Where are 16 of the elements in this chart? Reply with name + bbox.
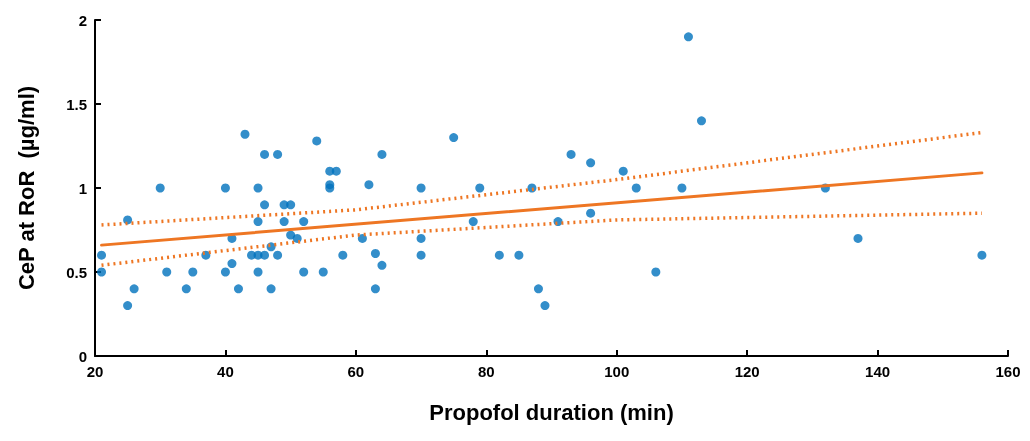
x-tick-label: 20 [86, 363, 104, 380]
x-tick-label: 40 [217, 363, 234, 380]
y-axis-title: CeP at RoR (µg/ml) [13, 85, 39, 291]
x-tick-label: 100 [604, 363, 630, 380]
x-tick-label: 80 [477, 363, 495, 380]
x-axis-title: Propofol duration (min) [429, 399, 674, 425]
y-tick-label: 1.5 [66, 95, 87, 113]
y-tick-label: 0.5 [66, 263, 87, 281]
x-tick-label: 120 [734, 363, 760, 380]
y-tick-label: 1 [78, 179, 87, 197]
x-tick-label: 60 [347, 363, 365, 380]
y-tick-label: 0 [78, 347, 87, 365]
x-tick-label: 160 [995, 363, 1021, 380]
y-tick-label: 2 [78, 11, 87, 29]
x-tick-label: 140 [865, 363, 891, 380]
line-series [99, 130, 984, 227]
